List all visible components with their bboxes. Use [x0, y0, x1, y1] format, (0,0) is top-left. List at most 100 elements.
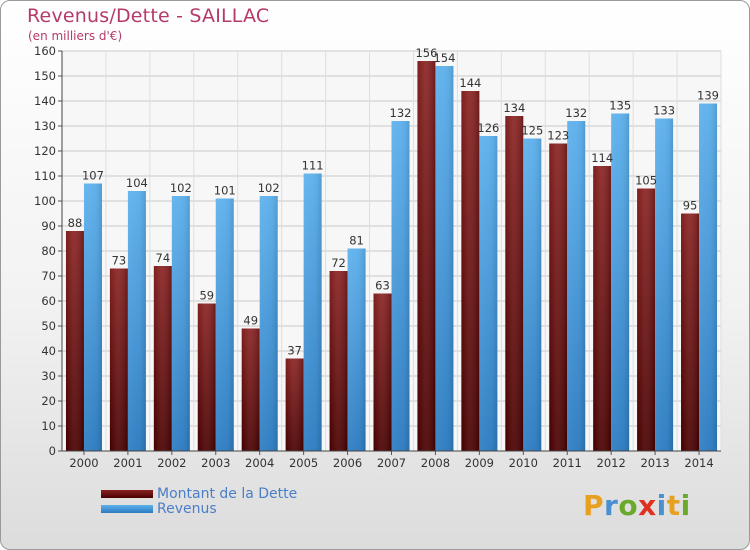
- logo-letter: r: [604, 489, 619, 522]
- chart-subtitle: (en milliers d'€): [28, 29, 123, 43]
- bar-debt-shade: [505, 116, 524, 451]
- y-tick-label: 90: [41, 219, 56, 233]
- bar-revenue-shade: [127, 191, 146, 451]
- data-label-debt: 144: [459, 76, 481, 90]
- bar-revenue-shade: [171, 196, 190, 451]
- bar-revenue-shade: [699, 103, 718, 451]
- bar-revenue-shade: [83, 183, 102, 451]
- data-label-debt: 49: [243, 314, 258, 328]
- data-label-debt: 134: [503, 101, 525, 115]
- bar-debt-shade: [197, 303, 216, 451]
- y-tick-label: 30: [41, 369, 56, 383]
- legend-swatch-revenue: [101, 505, 153, 513]
- data-label-debt: 63: [375, 279, 390, 293]
- logo-letter: x: [638, 489, 657, 522]
- bar-debt-shade: [329, 271, 348, 451]
- x-tick-label: 2008: [421, 456, 450, 470]
- legend-swatch-debt: [101, 490, 153, 498]
- bar-debt-shade: [65, 231, 84, 451]
- data-label-debt: 72: [331, 256, 346, 270]
- data-label-debt: 73: [112, 254, 127, 268]
- bar-revenue-shade: [391, 121, 410, 451]
- x-tick-label: 2014: [684, 456, 713, 470]
- x-tick-label: 2004: [245, 456, 274, 470]
- bar-debt-shade: [417, 61, 436, 451]
- logo-letter: i: [656, 489, 667, 522]
- data-label-revenue: 154: [433, 51, 455, 65]
- bar-debt-shade: [153, 266, 172, 451]
- bar-debt-shade: [285, 358, 304, 451]
- x-tick-label: 2010: [509, 456, 538, 470]
- data-label-revenue: 107: [82, 169, 104, 183]
- data-label-revenue: 102: [258, 181, 280, 195]
- bar-revenue-shade: [347, 248, 366, 451]
- data-label-debt: 123: [547, 129, 569, 143]
- x-tick-label: 2003: [201, 456, 230, 470]
- logo-letter: o: [618, 489, 639, 522]
- bar-debt-shade: [241, 328, 260, 451]
- bar-debt-shade: [549, 143, 568, 451]
- data-label-debt: 105: [635, 174, 657, 188]
- y-tick-label: 50: [41, 319, 56, 333]
- data-label-revenue: 132: [390, 106, 412, 120]
- y-tick-label: 0: [49, 444, 56, 458]
- data-label-revenue: 111: [302, 159, 324, 173]
- chart-title: Revenus/Dette - SAILLAC: [27, 5, 270, 27]
- x-tick-label: 2011: [553, 456, 582, 470]
- data-label-debt: 88: [68, 216, 83, 230]
- data-label-debt: 95: [683, 199, 698, 213]
- data-label-revenue: 125: [521, 124, 543, 138]
- y-tick-label: 60: [41, 294, 56, 308]
- bar-debt-shade: [681, 213, 700, 451]
- y-tick-label: 150: [34, 69, 56, 83]
- y-tick-label: 130: [34, 119, 56, 133]
- data-label-debt: 59: [199, 289, 214, 303]
- bar-revenue-shade: [435, 66, 454, 451]
- bar-debt-shade: [109, 268, 128, 451]
- bar-revenue-shade: [611, 113, 630, 451]
- y-tick-label: 100: [34, 194, 56, 208]
- x-tick-label: 2009: [465, 456, 494, 470]
- data-label-revenue: 135: [609, 99, 631, 113]
- data-label-revenue: 104: [126, 176, 148, 190]
- legend-label-revenue: Revenus: [157, 501, 217, 517]
- legend-label-debt: Montant de la Dette: [157, 486, 298, 502]
- bar-debt-shade: [373, 293, 392, 451]
- bar-debt-shade: [593, 166, 612, 451]
- y-tick-label: 120: [34, 144, 56, 158]
- bar-debt-shade: [461, 91, 480, 451]
- bar-revenue-shade: [303, 173, 322, 451]
- logo-letter: i: [680, 489, 691, 522]
- x-tick-label: 2002: [157, 456, 186, 470]
- data-label-debt: 74: [156, 251, 171, 265]
- data-label-revenue: 133: [653, 104, 675, 118]
- y-tick-label: 80: [41, 244, 56, 258]
- y-tick-label: 70: [41, 269, 56, 283]
- bar-revenue-shade: [215, 198, 234, 451]
- bar-revenue-shade: [259, 196, 278, 451]
- x-tick-label: 2000: [69, 456, 98, 470]
- y-tick-label: 160: [34, 44, 56, 58]
- logo-letter: P: [583, 489, 605, 522]
- proxiti-logo: Proxiti: [583, 489, 691, 522]
- logo-letter: t: [666, 489, 681, 522]
- x-tick-label: 2007: [377, 456, 406, 470]
- x-tick-label: 2006: [333, 456, 362, 470]
- y-tick-label: 40: [41, 344, 56, 358]
- data-label-debt: 37: [287, 344, 302, 358]
- data-label-revenue: 81: [349, 234, 364, 248]
- bar-revenue-shade: [567, 121, 586, 451]
- y-tick-label: 140: [34, 94, 56, 108]
- data-label-revenue: 126: [477, 121, 499, 135]
- bar-debt-shade: [637, 188, 656, 451]
- bar-revenue-shade: [655, 118, 674, 451]
- data-label-revenue: 102: [170, 181, 192, 195]
- x-tick-label: 2013: [640, 456, 669, 470]
- y-tick-label: 110: [34, 169, 56, 183]
- y-tick-label: 10: [41, 419, 56, 433]
- y-tick-label: 20: [41, 394, 56, 408]
- data-label-debt: 114: [591, 151, 613, 165]
- x-tick-label: 2001: [113, 456, 142, 470]
